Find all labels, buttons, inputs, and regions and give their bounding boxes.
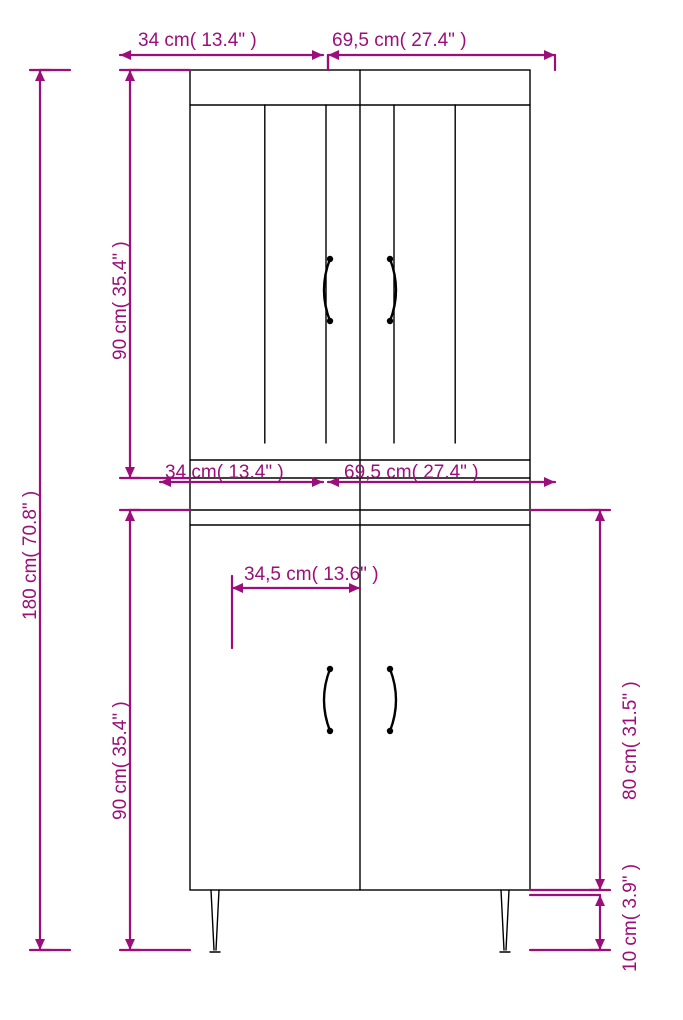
label-right-lower: 10 cm( 3.9" ) bbox=[620, 864, 642, 972]
diagram-stage: 34 cm( 13.4" ) 69,5 cm( 27.4" ) 34 cm( 1… bbox=[0, 0, 683, 1020]
diagram-svg bbox=[0, 0, 683, 1020]
label-mid-depth: 34 cm( 13.4" ) bbox=[165, 462, 284, 484]
label-lower-height: 90 cm( 35.4" ) bbox=[110, 701, 132, 820]
label-top-width: 69,5 cm( 27.4" ) bbox=[332, 30, 467, 52]
label-right-upper: 80 cm( 31.5" ) bbox=[620, 681, 642, 800]
label-upper-height: 90 cm( 35.4" ) bbox=[110, 241, 132, 360]
label-total-height: 180 cm( 70.8" ) bbox=[20, 491, 42, 620]
label-mid-width: 69,5 cm( 27.4" ) bbox=[344, 462, 479, 484]
label-door-width: 34,5 cm( 13.6" ) bbox=[244, 564, 379, 586]
label-top-depth: 34 cm( 13.4" ) bbox=[138, 30, 257, 52]
